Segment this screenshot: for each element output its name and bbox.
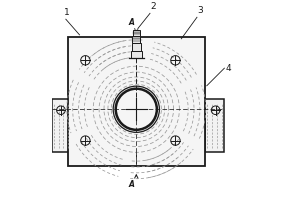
Bar — [131, 51, 142, 58]
Text: 1: 1 — [64, 8, 70, 17]
Text: 2: 2 — [150, 2, 156, 11]
Bar — [52, 99, 72, 152]
Text: 4: 4 — [225, 64, 231, 73]
Text: A: A — [128, 18, 134, 27]
Bar — [68, 37, 205, 166]
Bar — [132, 36, 140, 43]
Bar — [132, 43, 141, 51]
Text: 3: 3 — [197, 6, 203, 15]
Text: A: A — [128, 180, 134, 189]
Bar — [133, 30, 140, 36]
Bar — [205, 99, 224, 152]
